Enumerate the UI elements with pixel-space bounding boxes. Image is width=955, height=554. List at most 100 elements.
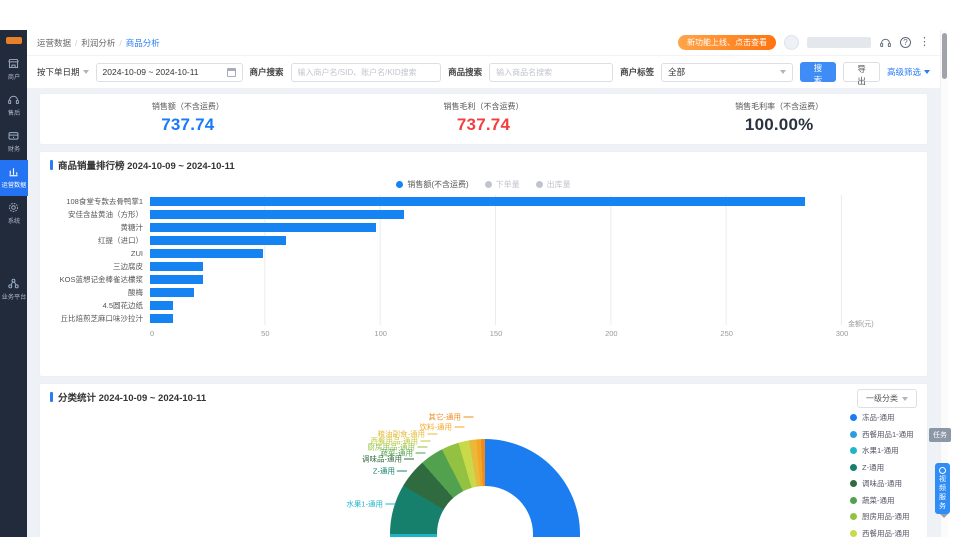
date-range-input[interactable]: 2024-10-09 ~ 2024-10-11 bbox=[95, 62, 243, 82]
customer-service-icon[interactable] bbox=[879, 36, 892, 49]
calendar-icon bbox=[226, 67, 236, 77]
help-icon[interactable]: ? bbox=[900, 37, 911, 48]
bar[interactable] bbox=[150, 288, 194, 297]
pie-legend-item-3[interactable]: Z-通用 bbox=[850, 462, 914, 473]
merchant-search-input[interactable] bbox=[290, 62, 442, 82]
callout-leader-line bbox=[415, 452, 425, 454]
scrollbar[interactable] bbox=[940, 30, 948, 537]
avatar[interactable] bbox=[784, 35, 799, 50]
video-service-widget[interactable]: 视频服务 bbox=[935, 463, 950, 514]
callout-text: 西餐用品-通用 bbox=[370, 436, 419, 446]
storefront-icon bbox=[7, 57, 20, 70]
bar-category-label: 安佳含盐黄油（方形） bbox=[68, 210, 143, 219]
pie-legend-item-7[interactable]: 西餐用品-通用 bbox=[850, 528, 914, 537]
video-service-label-char: 视 bbox=[939, 476, 946, 483]
legend-label: Z-通用 bbox=[862, 462, 885, 472]
bar-category-label: 红提（进口） bbox=[98, 236, 143, 245]
bar-row bbox=[150, 286, 842, 299]
bar-chart-icon bbox=[7, 165, 20, 178]
legend-label: 水果1-通用 bbox=[862, 446, 899, 455]
sidebar-item-2[interactable]: 财务 bbox=[0, 124, 28, 160]
legend-item-1[interactable]: 下单量 bbox=[484, 179, 520, 190]
export-button[interactable]: 导出 bbox=[843, 62, 880, 86]
callout-text: 粮油副食-通用 bbox=[377, 429, 426, 439]
chevron-down-icon bbox=[902, 396, 908, 401]
bar[interactable] bbox=[150, 236, 287, 245]
donut-callout-label: 粮油副食-通用 bbox=[377, 429, 437, 440]
legend-label: 西餐用品1-通用 bbox=[862, 429, 914, 439]
bar-row bbox=[150, 312, 842, 325]
breadcrumb-item-2[interactable]: 商品分析 bbox=[125, 37, 160, 48]
category-chart-card: 分类统计 2024-10-09 ~ 2024-10-11 一级分类 其它-通用饮… bbox=[39, 383, 928, 537]
bar-category-label: KOS蓝想记金棒雀达檬浆 bbox=[59, 275, 143, 284]
category-chart-title-row: 分类统计 2024-10-09 ~ 2024-10-11 bbox=[50, 390, 917, 404]
breadcrumb-item-0[interactable]: 运营数据 bbox=[37, 37, 72, 48]
bar[interactable] bbox=[150, 249, 264, 258]
sidebar-item-0[interactable]: 商户 bbox=[0, 52, 28, 88]
more-icon[interactable]: ⋮ bbox=[919, 36, 930, 48]
sidebar-item-4[interactable]: 系统 bbox=[0, 196, 28, 232]
axis-tick: 300 bbox=[835, 329, 849, 338]
pie-legend-item-1[interactable]: 西餐用品1-通用 bbox=[850, 429, 914, 440]
breadcrumb-separator: / bbox=[75, 37, 78, 48]
legend-item-0[interactable]: 销售额(不含运费) bbox=[396, 179, 469, 190]
legend-item-2[interactable]: 出库量 bbox=[535, 179, 571, 190]
announcement-pill[interactable]: 新功能上线、点击查看 bbox=[678, 35, 776, 50]
pie-legend-item-2[interactable]: 水果1-通用 bbox=[850, 445, 914, 456]
sidebar-item-label: 售后 bbox=[7, 110, 20, 117]
app-window: 商户 售后 财务 运营数据 系统 业务平台 运营数据 / 利润分析 / 商品分析 新功能上线、点击… bbox=[0, 30, 948, 537]
kpi-label: 销售毛利率（不含运费） bbox=[735, 102, 824, 111]
advanced-filter-toggle[interactable]: 高级筛选 bbox=[887, 66, 930, 78]
pie-legend-item-5[interactable]: 蔬菜-通用 bbox=[850, 495, 914, 506]
bar[interactable] bbox=[150, 210, 404, 219]
category-chart-title: 分类统计 2024-10-09 ~ 2024-10-11 bbox=[58, 393, 207, 404]
scrollbar-thumb[interactable] bbox=[942, 33, 947, 79]
bar[interactable] bbox=[150, 275, 204, 284]
legend-dot bbox=[484, 181, 492, 188]
bar[interactable] bbox=[150, 197, 806, 206]
camera-icon bbox=[939, 467, 946, 474]
title-accent-bar bbox=[50, 392, 53, 402]
task-tag[interactable]: 任务 bbox=[929, 428, 951, 442]
chevron-down-icon bbox=[82, 70, 89, 74]
bar-category-label: 108食堂专款去骨鸭掌1 bbox=[66, 197, 143, 206]
pie-legend-item-6[interactable]: 厨房用品-通用 bbox=[850, 511, 914, 522]
callout-text: 调味品-通用 bbox=[362, 454, 402, 464]
bar[interactable] bbox=[150, 223, 377, 232]
breadcrumb-item-1[interactable]: 利润分析 bbox=[81, 37, 116, 48]
bar[interactable] bbox=[150, 314, 174, 323]
bar-plot-area bbox=[150, 195, 842, 325]
callout-text: 水果1-通用 bbox=[346, 499, 383, 509]
bar-row bbox=[150, 208, 842, 221]
legend-dot bbox=[850, 529, 857, 537]
sidebar-item-5[interactable]: 业务平台 bbox=[0, 272, 28, 308]
product-search-input[interactable] bbox=[489, 62, 614, 82]
bar-category-label: 4.5圆花边纸 bbox=[102, 301, 143, 310]
callout-leader-line bbox=[404, 458, 414, 460]
merchant-tag-select[interactable]: 全部 bbox=[661, 62, 793, 82]
page-body: 销售额（不含运费） 737.74 销售毛利（不含运费） 737.74 销售毛利率（不含运… bbox=[27, 88, 940, 537]
legend-dot bbox=[850, 513, 857, 520]
chevron-down-icon[interactable] bbox=[940, 514, 948, 522]
legend-label: 下单量 bbox=[495, 180, 520, 189]
gear-icon bbox=[7, 201, 20, 214]
bar[interactable] bbox=[150, 262, 204, 271]
date-type-select[interactable]: 按下单日期 bbox=[37, 66, 89, 78]
search-button[interactable]: 搜索 bbox=[799, 62, 837, 85]
callout-text: 蔬菜-通用 bbox=[380, 448, 414, 458]
bar-labels-column: 108食堂专款去骨鸭掌1 安佳含盐黄油（方形） 黄糖汁 红提（进口） ZUI 三边腐皮 KO… bbox=[50, 195, 150, 325]
bar-row bbox=[150, 299, 842, 312]
bar[interactable] bbox=[150, 301, 174, 310]
legend-dot bbox=[850, 480, 857, 487]
sidebar-item-3[interactable]: 运营数据 bbox=[0, 160, 28, 196]
pie-legend-item-0[interactable]: 冻品-通用 bbox=[850, 412, 914, 423]
axis-unit-label: 金额(元) bbox=[848, 321, 874, 328]
username-redacted bbox=[807, 37, 871, 48]
kpi-0: 销售额（不含运费） 737.74 bbox=[40, 101, 336, 135]
category-level-select[interactable]: 一级分类 bbox=[857, 389, 917, 408]
topbar-right: 新功能上线、点击查看 ? ⋮ bbox=[678, 35, 930, 50]
sidebar-item-1[interactable]: 售后 bbox=[0, 88, 28, 124]
pie-legend-item-4[interactable]: 调味品-通用 bbox=[850, 478, 914, 489]
main-area: 运营数据 / 利润分析 / 商品分析 新功能上线、点击查看 ? ⋮ 按下单日期 bbox=[27, 30, 940, 537]
legend-label: 销售额(不含运费) bbox=[407, 180, 469, 189]
